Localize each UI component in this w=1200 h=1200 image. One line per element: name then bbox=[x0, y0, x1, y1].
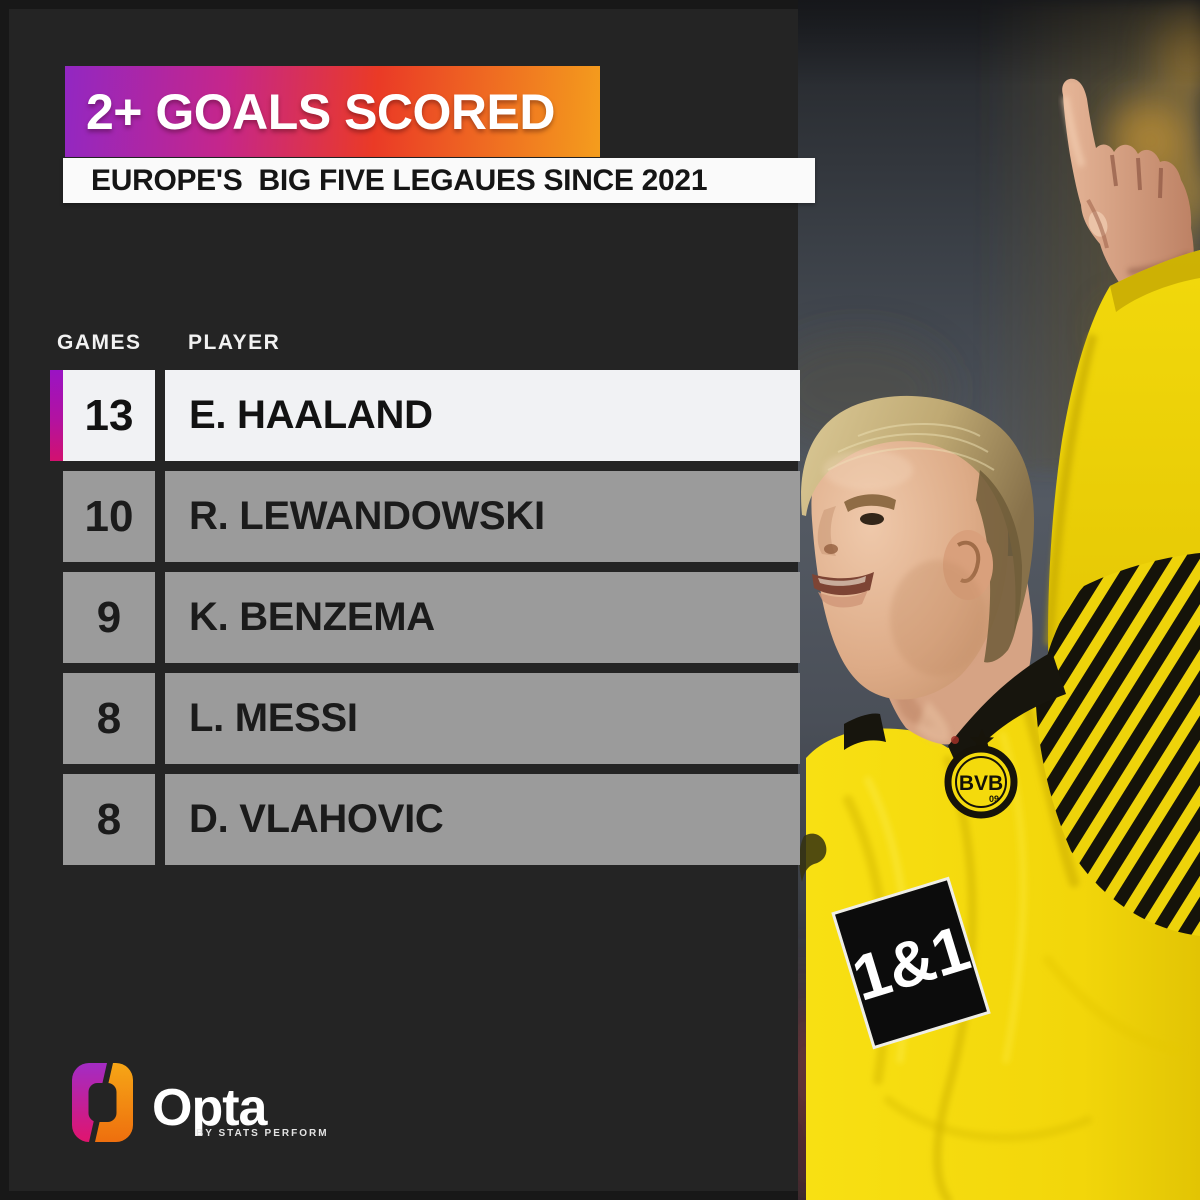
games-value: 8 bbox=[63, 774, 155, 865]
table-row: 8 D. VLAHOVIC bbox=[0, 774, 800, 865]
badge-text: BVB bbox=[959, 772, 1003, 795]
games-value: 13 bbox=[63, 370, 155, 461]
frame-edge bbox=[0, 0, 9, 1200]
subtitle-bar: EUROPE'S BIG FIVE LEGAUES SINCE 2021 bbox=[63, 158, 815, 203]
player-name: D. VLAHOVIC bbox=[165, 774, 800, 865]
page-title: 2+ GOALS SCORED bbox=[86, 83, 556, 140]
player-figure: BVB 09 1&1 bbox=[799, 78, 1200, 1200]
table-row: 8 L. MESSI bbox=[0, 673, 800, 764]
frame-edge bbox=[0, 0, 798, 9]
table-row: 10 R. LEWANDOWSKI bbox=[0, 471, 800, 562]
player-photo: BVB 09 1&1 bbox=[798, 0, 1200, 1200]
puma-logo-icon bbox=[799, 833, 827, 882]
player-name: E. HAALAND bbox=[165, 370, 800, 461]
frame-edge bbox=[0, 1191, 798, 1200]
highlight-accent-bar bbox=[50, 370, 63, 461]
player-name: L. MESSI bbox=[165, 673, 800, 764]
opta-logo-icon bbox=[72, 1063, 133, 1142]
games-value: 10 bbox=[63, 471, 155, 562]
brand-subtext: BY STATS PERFORM bbox=[196, 1128, 329, 1139]
games-value: 8 bbox=[63, 673, 155, 764]
games-value: 9 bbox=[63, 572, 155, 663]
player-name: K. BENZEMA bbox=[165, 572, 800, 663]
sponsor-patch: 1&1 bbox=[831, 876, 991, 1050]
bvb-badge: BVB 09 bbox=[944, 729, 1018, 819]
page-subtitle: EUROPE'S BIG FIVE LEGAUES SINCE 2021 bbox=[91, 163, 708, 197]
badge-year: 09 bbox=[989, 794, 999, 804]
column-header-player: PLAYER bbox=[188, 331, 281, 354]
player-name: R. LEWANDOWSKI bbox=[165, 471, 800, 562]
brand-wordmark: Opta bbox=[152, 1079, 267, 1137]
table-row: 9 K. BENZEMA bbox=[0, 572, 800, 663]
column-header-games: GAMES bbox=[57, 331, 142, 354]
table-row: 13 E. HAALAND bbox=[0, 370, 800, 461]
title-banner: 2+ GOALS SCORED bbox=[65, 66, 600, 157]
